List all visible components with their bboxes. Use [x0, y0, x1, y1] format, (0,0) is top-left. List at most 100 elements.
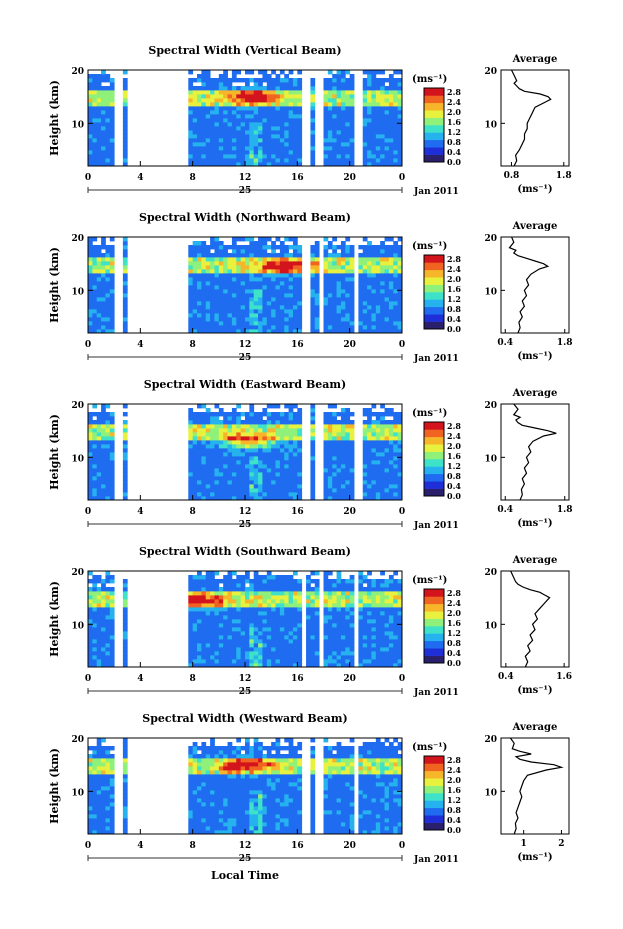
heatmap-cell	[201, 110, 207, 115]
heatmap-cell	[231, 146, 237, 151]
heatmap-cell	[101, 818, 106, 823]
heatmap-cell	[236, 619, 242, 624]
heatmap-cell	[375, 285, 381, 290]
heatmap-cell	[227, 476, 233, 481]
heatmap-cell	[218, 659, 224, 664]
heatmap-cell	[266, 575, 272, 580]
heatmap-cell	[218, 114, 224, 119]
heatmap-cell	[310, 639, 316, 644]
heatmap-cell	[96, 436, 102, 441]
heatmap-cell	[380, 154, 385, 159]
heatmap-cell	[218, 599, 224, 604]
heatmap-cell	[271, 655, 276, 660]
heatmap-cell	[218, 110, 224, 115]
heatmap-cell	[258, 70, 263, 75]
heatmap-cell	[310, 591, 316, 596]
heatmap-cell	[375, 496, 381, 501]
heatmap-cell	[122, 265, 128, 270]
heatmap-cell	[288, 301, 294, 306]
heatmap-cell	[397, 643, 403, 648]
heatmap-cell	[288, 591, 294, 596]
heatmap-cell	[88, 663, 93, 668]
heatmap-cell	[245, 440, 250, 445]
heatmap-cell	[380, 619, 385, 624]
heatmap-cell	[271, 615, 276, 620]
heatmap-cell	[336, 269, 342, 274]
average-x-tick-label: 1.8	[556, 171, 572, 181]
heatmap-cell	[284, 265, 290, 270]
heatmap-cell	[314, 261, 320, 266]
heatmap-cell	[88, 786, 93, 791]
heatmap-cell	[201, 297, 207, 302]
heatmap-cell	[258, 420, 263, 425]
heatmap-cell	[380, 257, 385, 262]
heatmap-cell	[358, 631, 364, 636]
heatmap-cell	[236, 150, 242, 155]
heatmap-cell	[205, 142, 211, 147]
heatmap-cell	[122, 78, 128, 83]
heatmap-cell	[92, 102, 98, 107]
heatmap-cell	[288, 619, 294, 624]
heatmap-cell	[105, 146, 111, 151]
heatmap-cell	[384, 619, 390, 624]
heatmap-cell	[88, 424, 93, 429]
heatmap-cell	[380, 484, 385, 489]
heatmap-cell	[279, 428, 285, 433]
heatmap-cell	[214, 106, 220, 111]
heatmap-cell	[345, 651, 351, 656]
heatmap-cell	[327, 317, 333, 322]
heatmap-cell	[367, 90, 372, 95]
heatmap-cell	[101, 78, 106, 83]
heatmap-cell	[310, 408, 316, 413]
heatmap-cell	[223, 651, 228, 656]
heatmap-cell	[271, 261, 276, 266]
heatmap-cell	[197, 154, 202, 159]
heatmap-cell	[201, 253, 207, 258]
heatmap-cell	[345, 289, 351, 294]
heatmap-cell	[340, 98, 346, 103]
heatmap-cell	[323, 583, 329, 588]
heatmap-cell	[393, 647, 399, 652]
heatmap-cell	[105, 571, 111, 576]
heatmap-cell	[197, 603, 202, 608]
heatmap-cell	[231, 464, 237, 469]
heatmap-cell	[371, 468, 377, 473]
colorbar-tick-label: 2.4	[447, 264, 461, 274]
heatmap-cell	[122, 329, 128, 334]
heatmap-cell	[340, 655, 346, 660]
heatmap-cell	[397, 607, 403, 612]
heatmap-cell	[201, 78, 207, 83]
heatmap-cell	[367, 615, 372, 620]
date-label: Jan 2011	[413, 354, 459, 364]
heatmap-cell	[192, 317, 198, 322]
heatmap-cell	[96, 595, 102, 600]
heatmap-cell	[218, 122, 224, 127]
heatmap-cell	[214, 623, 220, 628]
heatmap-cell	[275, 595, 281, 600]
heatmap-cell	[88, 130, 93, 135]
heatmap-cell	[388, 575, 394, 580]
heatmap-cell	[210, 651, 215, 656]
heatmap-cell	[323, 468, 329, 473]
heatmap-cell	[205, 329, 211, 334]
heatmap-cell	[349, 281, 355, 286]
heatmap-cell	[192, 126, 198, 131]
heatmap-cell	[249, 122, 255, 127]
heatmap-cell	[362, 659, 368, 664]
heatmap-cell	[253, 448, 259, 453]
heatmap-cell	[253, 253, 259, 258]
heatmap-cell	[105, 293, 111, 298]
heatmap-cell	[367, 102, 372, 107]
heatmap-cell	[332, 253, 337, 258]
heatmap-cell	[345, 420, 351, 425]
heatmap-cell	[201, 70, 207, 75]
heatmap-cell	[223, 142, 228, 147]
heatmap-cell	[275, 126, 281, 131]
heatmap-cell	[231, 261, 237, 266]
heatmap-cell	[214, 404, 220, 409]
heatmap-cell	[88, 94, 93, 99]
heatmap-cell	[92, 404, 98, 409]
heatmap-cell	[96, 587, 102, 592]
x-tick-label: 20	[343, 674, 356, 684]
heatmap-cell	[397, 78, 403, 83]
